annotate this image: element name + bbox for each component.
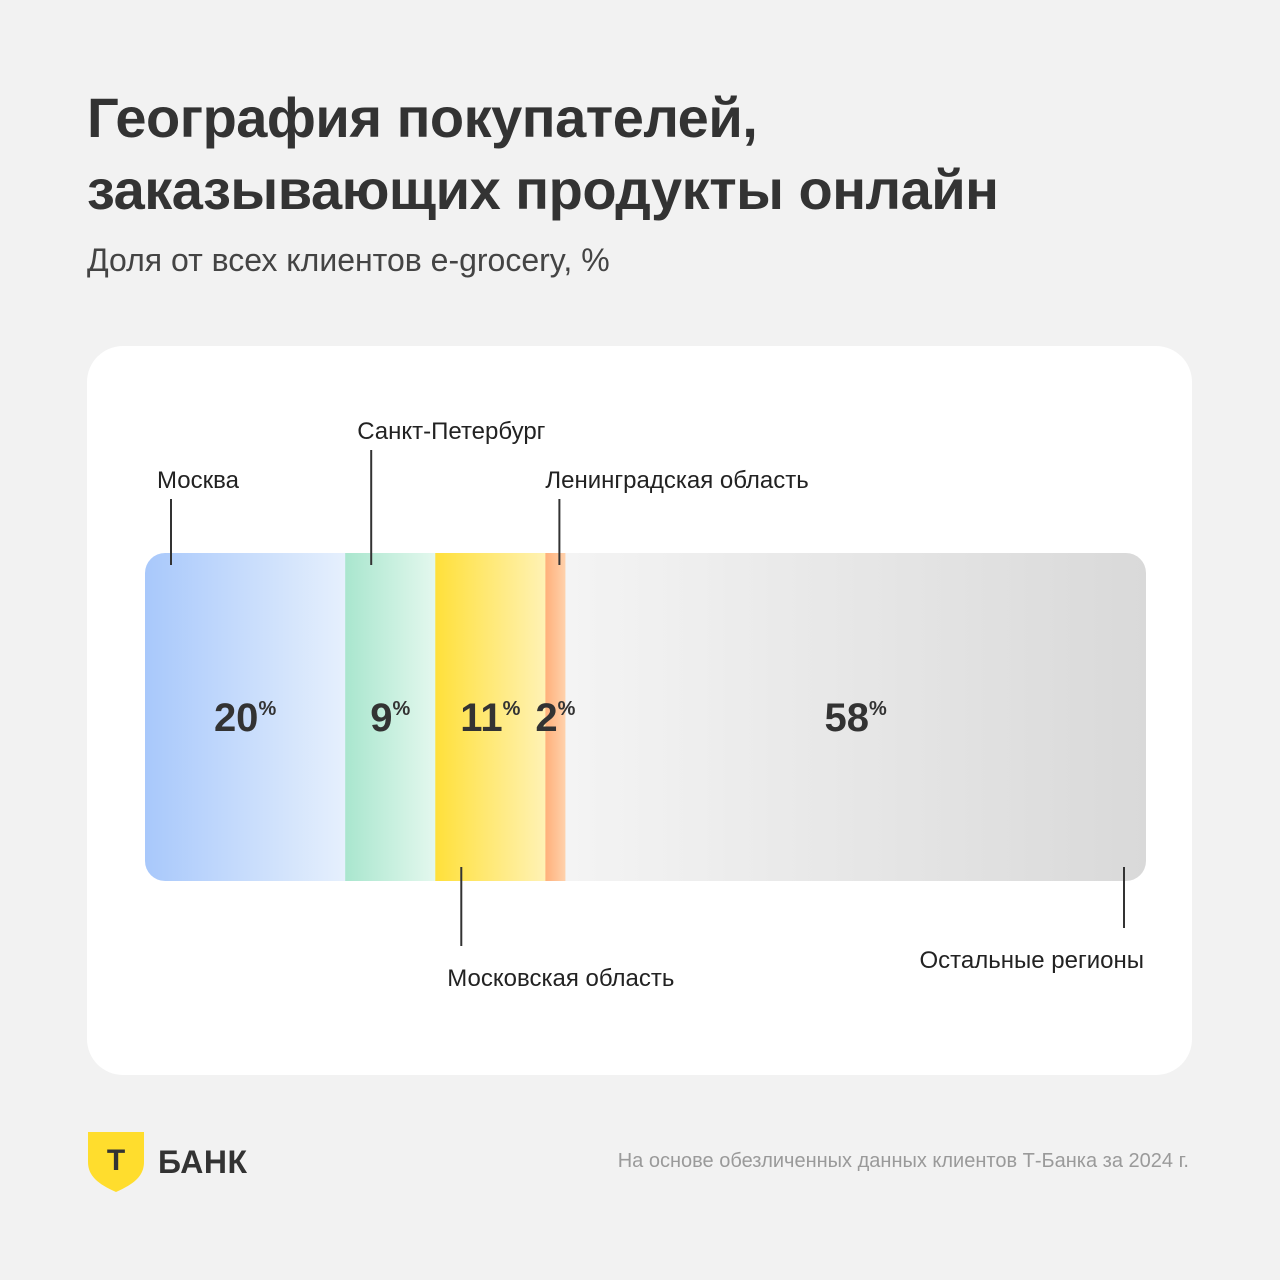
chart-title: География покупателей, заказывающих прод… (87, 82, 999, 226)
tbank-shield-icon: Т (88, 1132, 144, 1192)
stacked-bar-chart: 20%Москва9%Санкт-Петербург11%Московская … (145, 418, 1146, 992)
chart-title-line-1: География покупателей, (87, 86, 758, 149)
bar-segment-4 (565, 553, 1146, 881)
value-label-2: 11% (460, 696, 520, 740)
tbank-logo: Т БАНК (88, 1132, 248, 1192)
category-label-1: Санкт-Петербург (357, 418, 545, 445)
tbank-shield-letter: Т (107, 1144, 125, 1177)
chart-card: 20% Москва 9% Санкт-Петербург 11% Московская … (87, 346, 1192, 1075)
bar-segment-1 (345, 553, 436, 881)
value-label-1: 9% (370, 696, 410, 740)
chart-subtitle: Доля от всех клиентов e-grocery, % (87, 242, 610, 278)
bar-segment-2 (435, 553, 546, 881)
category-label-4: Остальные регионы (920, 947, 1144, 974)
bar-segment-0 (145, 553, 346, 881)
brand-name: БАНК (158, 1143, 248, 1180)
bar-track (145, 553, 1146, 881)
source-note: На основе обезличенных данных клиентов Т… (617, 1150, 1189, 1172)
category-label-0: Москва (157, 467, 240, 494)
category-label-2: Московская область (447, 965, 674, 992)
bar-segment-3 (545, 553, 566, 881)
category-label-3: Ленинградская область (545, 467, 808, 494)
chart-title-line-2: заказывающих продукты онлайн (87, 158, 999, 221)
